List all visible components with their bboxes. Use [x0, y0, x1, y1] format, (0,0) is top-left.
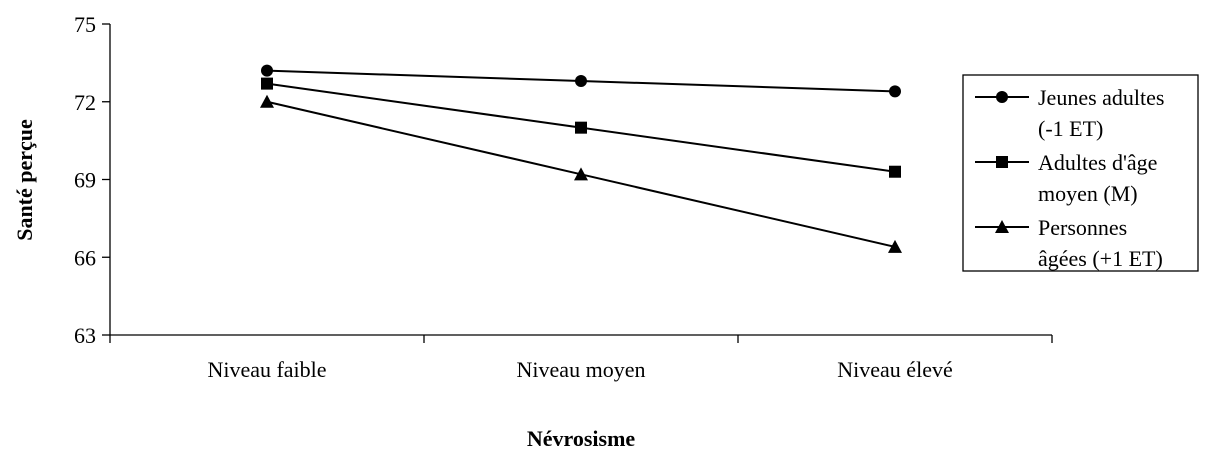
series-3	[260, 94, 902, 253]
legend-item: Personnes âgées (+1 ET)	[975, 215, 1163, 271]
data-point-square	[261, 77, 273, 90]
legend-marker-square	[996, 156, 1008, 168]
data-point-triangle	[260, 94, 274, 108]
y-tick-label: 66	[74, 245, 96, 270]
data-point-triangle	[574, 167, 588, 181]
data-point-square	[575, 121, 587, 134]
legend-label: Personnes	[1038, 215, 1127, 240]
data-point-circle	[261, 64, 273, 77]
series-2	[261, 77, 901, 178]
legend-label: âgées (+1 ET)	[1038, 246, 1163, 271]
plot-area: 63 66 69 72 75 Niveau faible Niveau moyen Nivea…	[74, 12, 1053, 382]
legend: Jeunes adultes (-1 ET) Adultes d'âge moyen …	[962, 74, 1199, 272]
legend-box	[962, 74, 1199, 272]
legend-item: Jeunes adultes (-1 ET)	[975, 85, 1164, 141]
y-tick-label: 69	[74, 168, 96, 193]
legend-item: Adultes d'âge moyen (M)	[975, 150, 1157, 206]
legend-label: Jeunes adultes	[1038, 85, 1164, 110]
legend-marker-triangle	[995, 220, 1009, 233]
y-tick-label: 63	[74, 323, 96, 348]
y-tick-label: 75	[74, 12, 96, 37]
y-tick-label: 72	[74, 90, 96, 115]
legend-label: (-1 ET)	[1038, 116, 1103, 141]
x-axis-title: Névrosisme	[527, 426, 636, 451]
series-1	[261, 64, 901, 98]
legend-marker-circle	[996, 91, 1008, 103]
x-tick-label: Niveau élevé	[837, 357, 952, 382]
legend-label: moyen (M)	[1038, 181, 1138, 206]
x-tick-label: Niveau moyen	[517, 357, 646, 382]
data-point-triangle	[888, 239, 902, 253]
x-tick-label: Niveau faible	[207, 357, 326, 382]
y-axis-title: Santé perçue	[12, 119, 37, 241]
data-point-square	[889, 165, 901, 178]
data-point-circle	[889, 85, 901, 98]
legend-label: Adultes d'âge	[1038, 150, 1157, 175]
data-point-circle	[575, 75, 587, 88]
